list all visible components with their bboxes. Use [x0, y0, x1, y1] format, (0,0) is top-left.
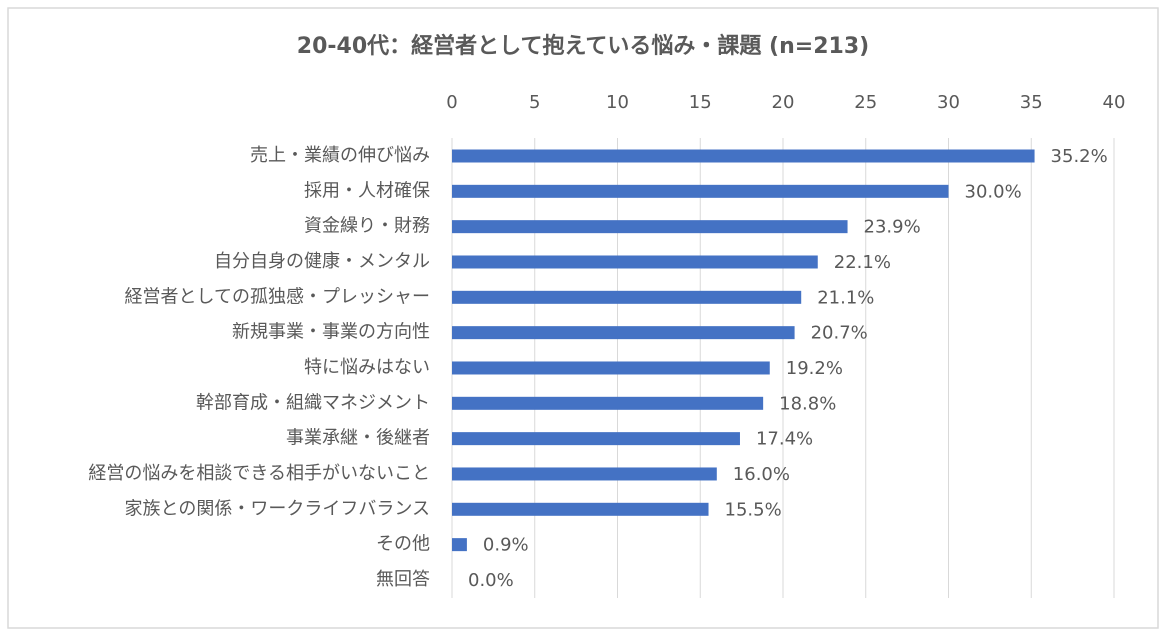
bar	[452, 432, 740, 446]
bar	[452, 290, 802, 304]
x-tick-label: 15	[689, 92, 712, 113]
x-tick-label: 25	[854, 92, 877, 113]
value-label: 30.0%	[965, 181, 1022, 202]
y-tick-label: 自分自身の健康・メンタル	[214, 251, 430, 272]
x-tick-label: 10	[606, 92, 629, 113]
value-label: 19.2%	[786, 358, 843, 379]
bar	[452, 184, 949, 198]
y-tick-label: 経営者としての孤独感・プレッシャー	[125, 286, 430, 307]
y-tick-label: 採用・人材確保	[304, 180, 430, 201]
value-label: 22.1%	[834, 252, 891, 273]
y-tick-label: 売上・業績の伸び悩み	[250, 145, 430, 166]
value-label: 0.0%	[468, 570, 514, 591]
bar	[452, 467, 717, 481]
y-tick-label: 経営の悩みを相談できる相手がいないこと	[88, 463, 430, 484]
bar	[452, 326, 795, 340]
value-label: 15.5%	[725, 499, 782, 520]
bar	[452, 396, 764, 410]
y-tick-label: 新規事業・事業の方向性	[232, 322, 430, 343]
value-label: 21.1%	[817, 287, 874, 308]
y-tick-label: 幹部育成・組織マネジメント	[196, 392, 430, 413]
bar	[452, 502, 709, 516]
y-tick-label: 無回答	[376, 569, 430, 590]
value-label: 18.8%	[779, 393, 836, 414]
x-tick-label: 5	[529, 92, 540, 113]
value-label: 20.7%	[811, 323, 868, 344]
bar	[452, 220, 848, 234]
bar	[452, 538, 467, 552]
value-label: 23.9%	[864, 217, 921, 238]
value-label: 0.9%	[483, 535, 529, 556]
y-tick-label: 特に悩みはない	[304, 357, 430, 378]
y-tick-label: 資金繰り・財務	[304, 216, 430, 237]
y-tick-label: その他	[376, 534, 430, 555]
value-label: 17.4%	[756, 429, 813, 450]
x-tick-label: 20	[772, 92, 795, 113]
y-tick-label: 事業承継・後継者	[286, 428, 430, 449]
x-tick-label: 0	[446, 92, 457, 113]
x-tick-label: 40	[1103, 92, 1126, 113]
chart-title: 20-40代：経営者として抱えている悩み・課題 (n=213)	[297, 33, 869, 59]
value-label: 35.2%	[1051, 146, 1108, 167]
bar	[452, 149, 1035, 163]
x-tick-label: 30	[937, 92, 960, 113]
value-label: 16.0%	[733, 464, 790, 485]
bar	[452, 255, 818, 269]
chart-frame	[7, 7, 1159, 629]
bar	[452, 361, 770, 375]
x-tick-label: 35	[1020, 92, 1043, 113]
y-tick-label: 家族との関係・ワークライフバランス	[125, 498, 430, 519]
